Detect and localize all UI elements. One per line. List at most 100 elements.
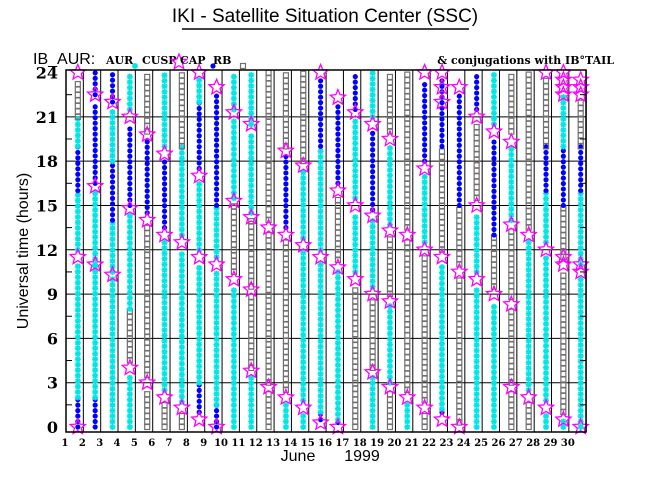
rb-marker — [456, 342, 463, 350]
aur-marker — [126, 84, 133, 91]
aur-stroke — [75, 214, 81, 220]
aur-marker — [386, 172, 393, 179]
cap-marker — [474, 74, 480, 80]
aur-stroke — [127, 101, 133, 107]
cap-marker — [144, 155, 150, 161]
rb-marker — [404, 76, 411, 84]
aur-marker — [161, 343, 168, 350]
rb-marker — [282, 250, 290, 257]
cusp-marker — [502, 132, 521, 150]
aur-marker — [352, 241, 359, 248]
aur-stroke — [439, 384, 445, 391]
cap-marker — [474, 84, 480, 91]
cap-marker — [491, 139, 497, 145]
cap-marker — [456, 93, 462, 99]
aur-stroke — [248, 199, 255, 205]
aur-stroke — [317, 159, 324, 166]
aur-marker — [109, 252, 116, 259]
aur-marker — [178, 344, 185, 351]
aur-stroke — [161, 245, 168, 251]
rb-marker — [265, 275, 272, 282]
rb-marker — [456, 299, 463, 306]
rb-marker — [248, 353, 255, 361]
cap-marker — [422, 131, 428, 137]
aur-marker — [473, 252, 480, 259]
cusp-marker — [241, 207, 261, 226]
rb-marker — [144, 235, 151, 242]
rb-marker — [386, 396, 394, 403]
cap-marker — [92, 81, 98, 87]
rb-marker — [386, 418, 394, 425]
aur-marker — [109, 363, 116, 370]
rb-marker — [525, 186, 532, 193]
rb-marker — [282, 370, 290, 377]
aur-stroke — [179, 289, 185, 296]
aur-stroke — [317, 208, 324, 215]
rb-marker — [178, 88, 185, 95]
conjugation-note: & conjugations with IB°TAIL — [437, 54, 614, 67]
cap-marker — [213, 104, 220, 110]
aur-marker — [248, 396, 255, 403]
aur-marker — [92, 268, 99, 275]
aur-marker — [300, 386, 307, 393]
aur-stroke — [127, 273, 133, 279]
aur-marker — [230, 391, 237, 398]
aur-stroke — [473, 293, 480, 299]
aur-stroke — [248, 188, 255, 194]
rb-marker — [386, 269, 394, 276]
cap-marker — [335, 131, 341, 137]
cap-marker — [370, 169, 376, 175]
aur-marker — [213, 390, 220, 397]
aur-marker — [525, 348, 532, 355]
aur-stroke — [525, 343, 532, 350]
aur-stroke — [213, 276, 220, 282]
aur-stroke — [473, 402, 480, 408]
aur-marker — [317, 316, 324, 323]
cap-marker — [127, 191, 133, 198]
aur-stroke — [92, 274, 98, 280]
aur-stroke — [213, 227, 220, 233]
rb-marker — [404, 277, 411, 284]
aur-marker — [196, 82, 203, 89]
aur-stroke — [352, 140, 359, 147]
aur-stroke — [196, 276, 202, 282]
aur-marker — [369, 245, 376, 252]
aur-marker — [525, 299, 532, 306]
aur-stroke — [231, 385, 237, 392]
aur-marker — [543, 370, 550, 377]
rb-marker — [369, 332, 376, 339]
aur-stroke — [231, 146, 237, 152]
rb-marker — [508, 324, 515, 332]
aur-stroke — [421, 223, 428, 229]
aur-stroke — [109, 342, 116, 348]
aur-stroke — [161, 283, 168, 290]
aur-marker — [178, 355, 185, 362]
aur-marker — [473, 287, 480, 294]
rb-marker — [404, 310, 411, 317]
aur-stroke — [300, 213, 307, 219]
aur-stroke — [473, 309, 480, 316]
aur-stroke — [387, 167, 393, 173]
rb-marker — [248, 239, 255, 247]
cap-marker — [196, 111, 202, 117]
aur-marker — [543, 413, 550, 420]
aur-marker — [300, 418, 307, 425]
aur-marker — [126, 283, 133, 290]
aur-marker — [248, 187, 255, 194]
day-column-15 — [294, 70, 313, 430]
aur-stroke — [508, 184, 515, 191]
cusp-marker — [224, 269, 244, 288]
aur-marker — [317, 224, 324, 231]
rb-marker — [456, 359, 463, 366]
aur-stroke — [335, 378, 341, 385]
aur-marker — [109, 287, 116, 294]
aur-stroke — [473, 247, 480, 253]
aur-marker — [334, 301, 341, 308]
aur-stroke — [92, 356, 98, 362]
aur-marker — [352, 189, 359, 196]
rb-marker — [386, 391, 394, 398]
aur-stroke — [283, 407, 289, 414]
aur-stroke — [248, 88, 255, 95]
aur-marker — [438, 280, 445, 287]
aur-stroke — [473, 396, 480, 403]
